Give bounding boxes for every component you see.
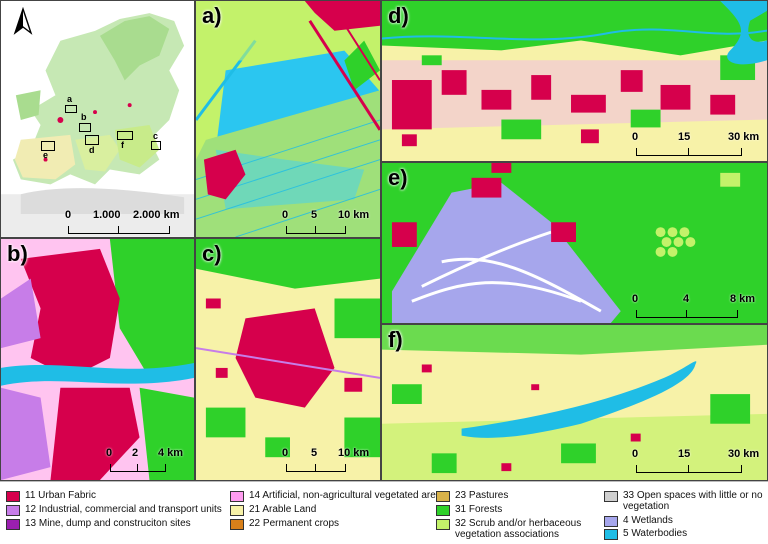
- scale-bar-overview: 0 1.000 2.000 km: [63, 209, 193, 237]
- panel-label-e: e): [388, 165, 408, 190]
- legend-item-21: 21 Arable Land: [230, 504, 316, 516]
- swatch-industrial: [6, 505, 20, 516]
- inset-box-e: [41, 141, 55, 151]
- legend-item-5: 5 Waterbodies: [604, 528, 687, 540]
- inset-label-f: f: [121, 140, 124, 150]
- legend-item-11: 11 Urban Fabric: [6, 490, 96, 502]
- swatch-wetlands: [604, 516, 618, 527]
- swatch-permanent-crops: [230, 519, 244, 530]
- inset-box-d: [85, 135, 99, 145]
- swatch-waterbodies: [604, 529, 618, 540]
- swatch-arable-land: [230, 505, 244, 516]
- panel-label-b: b): [7, 241, 28, 266]
- land-cover-map-e: [382, 163, 767, 323]
- land-cover-map-d: [382, 1, 767, 161]
- inset-box-f: [117, 131, 133, 140]
- legend-item-22: 22 Permanent crops: [230, 518, 339, 530]
- land-cover-map-f: [382, 325, 767, 480]
- inset-label-a: a: [67, 94, 73, 104]
- swatch-artificial-vegetated: [230, 491, 244, 502]
- legend-item-32: 32 Scrub and/or herbaceous vegetation as…: [436, 518, 596, 540]
- panel-label-c: c): [202, 241, 222, 266]
- legend: 11 Urban Fabric 12 Industrial, commercia…: [0, 481, 768, 544]
- panel-label-a: a): [202, 3, 222, 28]
- inset-box-a: [65, 105, 77, 113]
- legend-item-14: 14 Artificial, non-agricultural vegetate…: [230, 490, 446, 502]
- scale-bar-d: 0 15 30 km: [630, 131, 766, 159]
- legend-item-13: 13 Mine, dump and construciton sites: [6, 518, 191, 530]
- inset-label-e: e: [43, 150, 49, 160]
- swatch-mine-dump: [6, 519, 20, 530]
- scale-bar-a: 0 5 10 km: [282, 209, 380, 237]
- swatch-open-spaces: [604, 491, 618, 502]
- scale-bar-b: 0 2 4 km: [106, 447, 194, 475]
- north-arrow-icon: [13, 7, 33, 35]
- swatch-scrub: [436, 519, 450, 530]
- map-panel-d: d) 0 15 30 km: [381, 0, 768, 162]
- scale-bar-c: 0 5 10 km: [282, 447, 380, 475]
- swatch-forests: [436, 505, 450, 516]
- inset-label-d: d: [89, 145, 95, 155]
- inset-label-b: b: [81, 112, 87, 122]
- legend-item-12: 12 Industrial, commercial and transport …: [6, 504, 222, 516]
- land-cover-map-c: [196, 239, 380, 480]
- map-panel-f: f) 0 15 30 km: [381, 324, 768, 481]
- map-panel-c: c) 0 5 10 km: [195, 238, 381, 481]
- legend-item-33: 33 Open spaces with little or no vegetat…: [604, 490, 764, 512]
- inset-box-b: [79, 123, 91, 132]
- inset-box-c: [151, 141, 161, 150]
- overview-map-panel: a b c d e f 0 1.000 2.000 km: [0, 0, 195, 238]
- swatch-pastures: [436, 491, 450, 502]
- legend-item-4: 4 Wetlands: [604, 515, 673, 527]
- panel-label-d: d): [388, 3, 409, 28]
- scale-bar-f: 0 15 30 km: [630, 448, 766, 476]
- swatch-urban-fabric: [6, 491, 20, 502]
- land-cover-map-b: [1, 239, 194, 480]
- map-panel-e: e) 0 4 8 km: [381, 162, 768, 324]
- legend-item-23: 23 Pastures: [436, 490, 508, 502]
- inset-label-c: c: [153, 131, 159, 141]
- europe-overview-map: [1, 13, 194, 237]
- panel-label-f: f): [388, 327, 403, 352]
- legend-item-31: 31 Forests: [436, 504, 502, 516]
- map-panel-b: b) 0 2 4 km: [0, 238, 195, 481]
- map-panel-a: a) 0 5 10 km: [195, 0, 381, 238]
- scale-bar-e: 0 4 8 km: [630, 293, 766, 321]
- land-cover-map-a: [196, 1, 380, 237]
